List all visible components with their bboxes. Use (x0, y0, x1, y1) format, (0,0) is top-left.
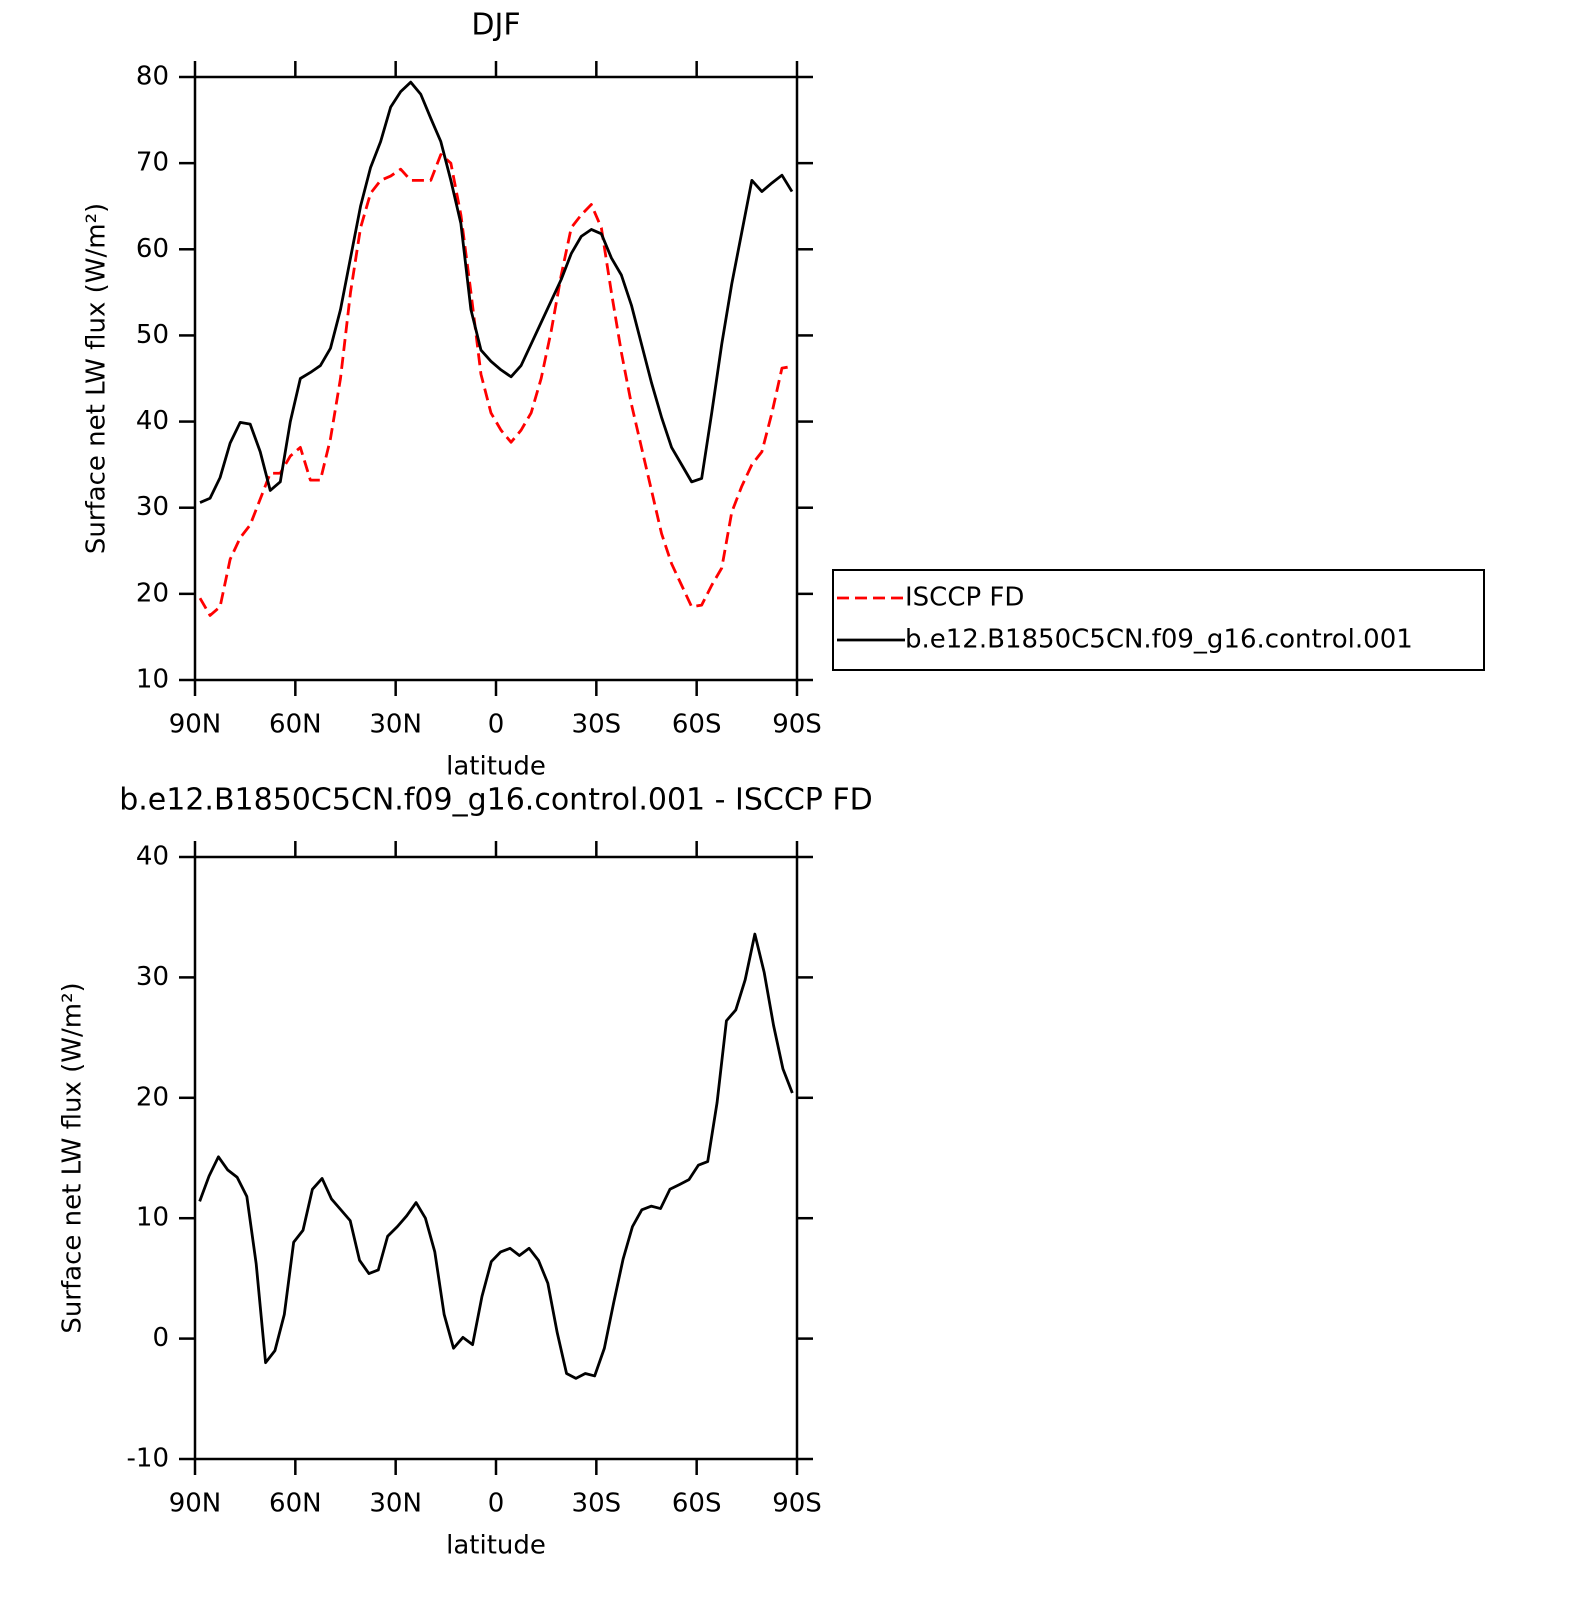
y-tick-label: 20 (136, 1082, 169, 1112)
y-axis-label: Surface net LW flux (W/m²) (58, 982, 88, 1333)
plot-frame (193, 75, 799, 682)
x-tick-label: 90N (169, 1489, 222, 1519)
y-tick-label: -10 (127, 1444, 169, 1474)
y-axis-label: Surface net LW flux (W/m²) (82, 203, 112, 554)
series-line (198, 153, 793, 617)
x-tick-label: 30S (572, 710, 622, 740)
legend-label: b.e12.B1850C5CN.f09_g16.control.001 (905, 625, 1413, 655)
y-tick-label: 20 (136, 578, 169, 608)
series-line (199, 80, 794, 504)
x-tick-label: 60N (269, 710, 322, 740)
y-tick-label: 60 (136, 234, 169, 264)
x-tick-label: 60S (672, 1489, 722, 1519)
y-tick-label: 0 (152, 1323, 169, 1353)
legend-label: ISCCP FD (905, 583, 1024, 613)
series-line (198, 932, 794, 1380)
y-tick-label: 50 (136, 320, 169, 350)
y-tick-label: 80 (136, 62, 169, 92)
plot-frame (193, 855, 799, 1461)
x-tick-label: 30N (369, 710, 422, 740)
y-tick-label: 30 (136, 492, 169, 522)
x-tick-label: 30N (369, 1489, 422, 1519)
y-tick-label: 10 (136, 1203, 169, 1233)
x-axis-label: latitude (446, 752, 546, 782)
x-tick-label: 30S (572, 1489, 622, 1519)
y-tick-label: 10 (136, 665, 169, 695)
y-tick-label: 70 (136, 148, 169, 178)
x-tick-label: 0 (488, 1489, 505, 1519)
y-tick-label: 30 (136, 962, 169, 992)
x-tick-label: 0 (488, 710, 505, 740)
x-axis-label: latitude (446, 1531, 546, 1561)
y-tick-label: 40 (136, 406, 169, 436)
x-tick-label: 60S (672, 710, 722, 740)
legend-box (832, 569, 1485, 671)
x-tick-label: 90S (772, 710, 822, 740)
chart-title: b.e12.B1850C5CN.f09_g16.control.001 - IS… (119, 783, 873, 818)
x-tick-label: 90N (169, 710, 222, 740)
x-tick-label: 90S (772, 1489, 822, 1519)
chart-title: DJF (471, 8, 520, 43)
x-tick-label: 60N (269, 1489, 322, 1519)
y-tick-label: 40 (136, 842, 169, 872)
